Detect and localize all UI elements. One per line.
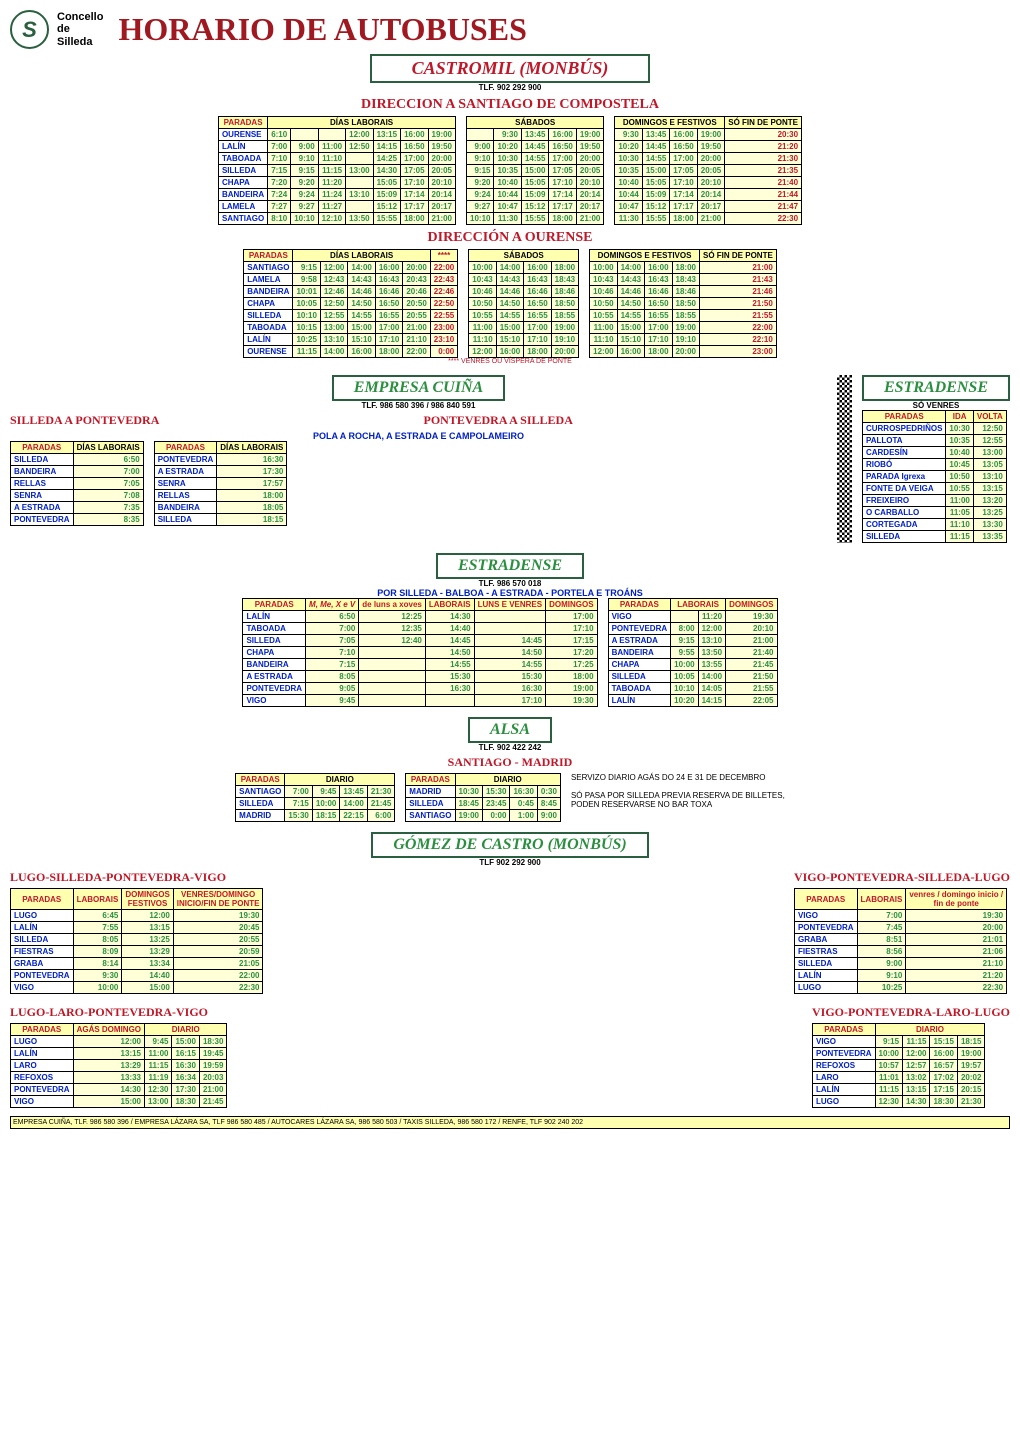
cuina-title: EMPRESA CUIÑA [354, 379, 483, 396]
gomez-t2-table: PARADASLABORAISvenres / domingo inicio /… [794, 888, 1007, 994]
gomez-phone: TLF 902 292 900 [10, 858, 1010, 867]
castromil-phone: TLF. 902 292 900 [10, 83, 1010, 92]
page-header: S Concello de Silleda HORARIO DE AUTOBUS… [10, 10, 1010, 49]
estradense2-title: ESTRADENSE [458, 557, 562, 574]
footer: EMPRESA CUIÑA, TLF. 986 580 396 / EMPRES… [10, 1116, 1010, 1129]
dir-ourense-title: DIRECCIÓN A OURENSE [10, 230, 1010, 246]
estradense2-sub: POR SILLEDA - BALBOA - A ESTRADA - PORTE… [10, 588, 1010, 598]
santiago-domingos-table: DOMINGOS E FESTIVOSSÓ FIN DE PONTE 9:301… [614, 116, 802, 225]
gomez-t4-table: PARADASDIARIO VIGO9:1511:1515:1518:15PON… [812, 1023, 985, 1108]
estradense-venres-table: PARADASIDAVOLTA CURROSPEDRIÑOS10:3012:50… [862, 410, 1007, 543]
checker-divider [837, 375, 852, 543]
estradense-venres-sub: SÓ VENRES [862, 401, 1010, 410]
ourense-sabados-table: SÁBADOS 10:0014:0016:0018:0010:4314:4316… [468, 249, 579, 358]
gomez-t4-title: VIGO-PONTEVEDRA-LARO-LUGO [812, 1005, 1010, 1020]
gomez-t1-title: LUGO-SILLEDA-PONTEVEDRA-VIGO [10, 870, 263, 885]
alsa-phone: TLF. 902 422 242 [10, 743, 1010, 752]
alsa-title: ALSA [490, 721, 530, 738]
gomez-t1-table: PARADASLABORAISDOMINGOSFESTIVOSVENRES/DO… [10, 888, 263, 994]
logo-text: Concello de Silleda [57, 11, 103, 47]
venres-note: **** VENRES OU VÍSPERA DE PONTE [10, 358, 1010, 365]
cuina-phone: TLF. 986 580 396 / 986 840 591 [10, 401, 827, 410]
logo-icon: S [10, 10, 49, 49]
castromil-title: CASTROMIL (MONBÚS) [412, 58, 609, 78]
estradense2-left-table: PARADASM, Me, X e Vde luns a xovesLABORA… [242, 598, 597, 707]
cuina-right-table: PARADASDÍAS LABORAIS PONTEVEDRA16:30A ES… [154, 441, 288, 526]
alsa-info: SERVIZO DIARIO AGÁS DO 24 E 31 DE DECEMB… [571, 773, 785, 809]
pontevedra-silleda-title: PONTEVEDRA A SILLEDA [423, 413, 826, 428]
main-title: HORARIO DE AUTOBUSES [118, 11, 526, 48]
gomez-t3-table: PARADASAGÁS DOMINGODIARIO LUGO12:009:451… [10, 1023, 227, 1108]
alsa-right-table: PARADASDIARIO MADRID10:3015:3016:300:30S… [405, 773, 561, 822]
alsa-left-table: PARADASDIARIO SANTIAGO7:009:4513:4521:30… [235, 773, 395, 822]
ourense-laborais-table: PARADASDÍAS LABORAIS**** SANTIAGO9:1512:… [243, 249, 458, 358]
estradense2-phone: TLF. 986 570 018 [10, 579, 1010, 588]
santiago-laborais-table: PARADASDÍAS LABORAIS OURENSE6:1012:0013:… [218, 116, 456, 225]
cuina-sub: POLA A ROCHA, A ESTRADA E CAMPOLAMEIRO [10, 431, 827, 441]
dir-santiago-title: DIRECCION A SANTIAGO DE COMPOSTELA [10, 97, 1010, 113]
estradense-venres-title: ESTRADENSE [884, 379, 988, 396]
alsa-sub: SANTIAGO - MADRID [10, 755, 1010, 770]
gomez-t2-title: VIGO-PONTEVEDRA-SILLEDA-LUGO [794, 870, 1010, 885]
ourense-domingos-table: DOMINGOS E FESTIVOSSÓ FIN DE PONTE 10:00… [589, 249, 777, 358]
santiago-sabados-table: SÁBADOS 9:3013:4516:0019:009:0010:2014:4… [466, 116, 604, 225]
silleda-pontevedra-title: SILLEDA A PONTEVEDRA [10, 413, 413, 428]
cuina-left-table: PARADASDÍAS LABORAIS SILLEDA6:50BANDEIRA… [10, 441, 144, 526]
gomez-title: GÓMEZ DE CASTRO (MONBÚS) [393, 836, 626, 853]
estradense2-right-table: PARADASLABORAISDOMINGOS VIGO11:2019:30PO… [608, 598, 778, 707]
gomez-t3-title: LUGO-LARO-PONTEVEDRA-VIGO [10, 1005, 227, 1020]
